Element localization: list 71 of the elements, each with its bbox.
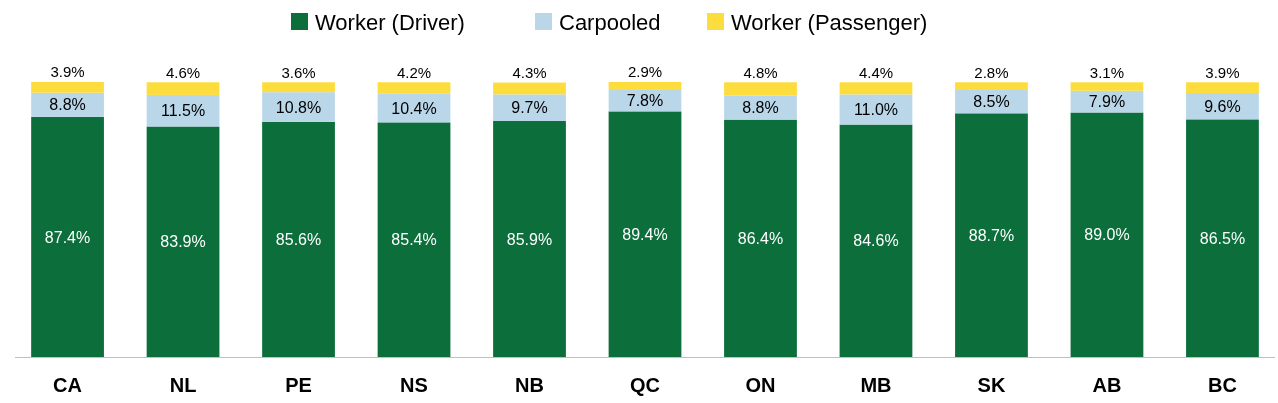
data-label: 83.9%	[160, 233, 206, 251]
bar	[608, 111, 682, 357]
bar	[955, 82, 1028, 90]
data-label: 85.6%	[275, 231, 322, 249]
data-label: 4.6%	[165, 63, 201, 81]
x-tick-label: NL	[169, 374, 197, 396]
data-label: 89.0%	[1084, 226, 1130, 244]
data-label: 2.9%	[627, 63, 663, 81]
bar	[377, 122, 451, 357]
bar	[31, 116, 104, 357]
data-label: 9.7%	[511, 99, 548, 117]
bar	[262, 82, 335, 93]
legend-label: Worker (Passenger)	[731, 9, 928, 35]
bar	[493, 82, 566, 95]
bar	[724, 82, 797, 96]
bar	[1186, 119, 1259, 357]
data-label: 85.9%	[506, 230, 553, 248]
data-label: 84.6%	[853, 232, 899, 250]
data-label: 9.6%	[1204, 97, 1241, 115]
data-label: 7.9%	[1088, 93, 1126, 111]
x-tick-label: MB	[860, 374, 892, 396]
data-label: 8.8%	[742, 99, 779, 117]
data-label: 3.1%	[1089, 63, 1125, 81]
bar	[839, 124, 913, 357]
data-label: 88.7%	[968, 226, 1015, 244]
data-label: 86.4%	[737, 229, 784, 247]
data-label: 3.9%	[50, 63, 85, 81]
data-label: 3.6%	[281, 63, 316, 81]
x-tick-label: NB	[515, 374, 544, 396]
bar	[146, 126, 220, 357]
x-tick-label: BC	[1208, 374, 1237, 396]
legend-label: Worker (Driver)	[315, 9, 465, 35]
data-label: 11.0%	[853, 101, 899, 119]
data-label: 2.8%	[974, 63, 1009, 81]
data-label: 10.8%	[275, 98, 322, 116]
bar	[839, 94, 913, 125]
x-tick-label: SK	[977, 374, 1006, 396]
data-label: 11.5%	[160, 102, 206, 120]
x-tick-label: PE	[285, 374, 312, 396]
x-tick-label: ON	[745, 374, 776, 396]
data-label: 85.4%	[391, 231, 437, 249]
bar	[262, 121, 335, 357]
x-tick-label: CA	[53, 374, 82, 396]
data-label: 4.8%	[743, 63, 778, 81]
bar	[146, 82, 220, 95]
data-label: 89.4%	[622, 225, 668, 243]
x-tick-label: NS	[400, 374, 428, 396]
data-label: 4.3%	[512, 63, 547, 81]
legend-label: Carpooled	[559, 9, 661, 35]
bar	[1070, 112, 1144, 357]
bar	[31, 82, 104, 93]
data-label: 7.8%	[626, 92, 664, 110]
bar	[377, 82, 451, 94]
bar	[1070, 82, 1144, 91]
data-label: 8.8%	[49, 96, 86, 114]
data-label: 8.5%	[973, 93, 1010, 111]
data-label: 86.5%	[1199, 229, 1246, 247]
data-label: 4.4%	[858, 63, 894, 81]
bar	[955, 113, 1028, 357]
bar	[724, 119, 797, 357]
bar	[1186, 82, 1259, 93]
x-tick-label: QC	[630, 374, 660, 396]
bar	[493, 121, 566, 357]
x-tick-label: AB	[1092, 374, 1122, 396]
data-label: 3.9%	[1205, 63, 1240, 81]
bar	[493, 94, 566, 122]
data-label: 87.4%	[44, 228, 91, 246]
bar	[608, 82, 682, 90]
data-label: 4.2%	[396, 63, 432, 81]
data-label: 10.4%	[391, 99, 437, 117]
bar	[839, 82, 913, 95]
